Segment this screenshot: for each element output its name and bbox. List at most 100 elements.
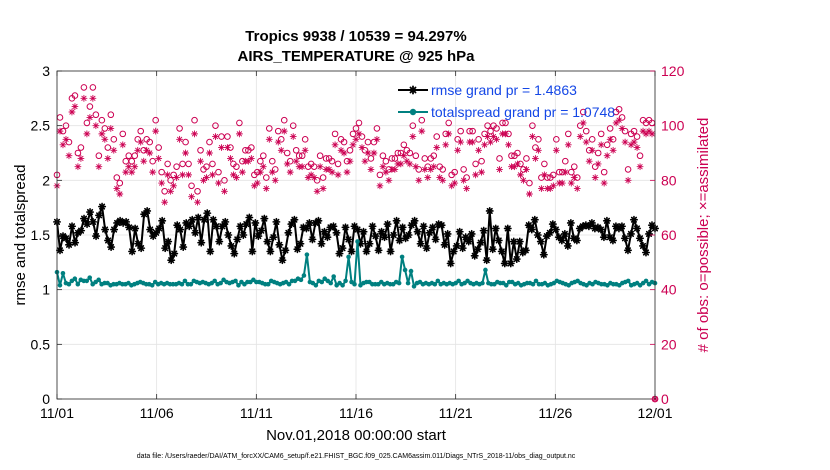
rmse-marker	[200, 215, 209, 224]
rmse-marker	[449, 247, 458, 256]
obs-possible-marker	[606, 125, 614, 132]
obs-possible-marker	[185, 160, 192, 168]
obs-assimilated-marker	[648, 130, 656, 138]
totalspread-marker	[435, 278, 441, 284]
rmse-marker	[197, 238, 206, 247]
rmse-marker	[338, 244, 347, 253]
obs-assimilated-marker	[493, 135, 500, 143]
rmse-marker	[137, 244, 146, 253]
obs-possible-marker	[155, 144, 162, 151]
obs-assimilated-marker	[469, 138, 477, 146]
obs-assimilated-marker	[253, 179, 261, 187]
rmse-marker	[230, 249, 239, 258]
obs-assimilated-marker	[573, 185, 581, 192]
totalspread-marker	[352, 281, 357, 287]
obs-assimilated-marker	[77, 155, 85, 162]
obs-assimilated-marker	[226, 155, 234, 162]
obs-assimilated-marker	[292, 157, 300, 165]
obs-assimilated-marker	[397, 160, 405, 168]
obs-assimilated-marker	[364, 149, 372, 157]
obs-possible-marker	[74, 149, 82, 157]
rmse-marker	[104, 236, 113, 245]
rmse-marker	[422, 244, 431, 253]
rmse-marker	[359, 227, 368, 236]
obs-assimilated-marker	[519, 176, 527, 184]
rmse-marker	[515, 237, 524, 246]
rmse-marker	[236, 222, 245, 231]
rmse-marker	[329, 222, 338, 231]
obs-assimilated-marker	[271, 176, 279, 184]
obs-assimilated-marker	[373, 135, 381, 143]
obs-assimilated-marker	[80, 94, 88, 102]
obs-assimilated-marker	[116, 190, 124, 198]
obs-assimilated-marker	[639, 127, 647, 135]
y-axis-label: rmse and totalspread	[12, 165, 29, 306]
obs-possible-marker	[212, 122, 219, 129]
obs-possible-marker	[248, 144, 255, 151]
y2-tick-label: 0	[661, 391, 669, 407]
totalspread-marker	[66, 281, 72, 287]
rmse-marker	[371, 232, 380, 241]
obs-possible-marker	[188, 182, 195, 190]
totalspread-marker	[343, 278, 348, 284]
y2-tick-label: 100	[661, 118, 685, 134]
rmse-marker	[380, 233, 389, 242]
obs-assimilated-marker	[134, 146, 142, 154]
obs-possible-marker	[496, 155, 503, 162]
obs-possible-marker	[579, 108, 587, 116]
obs-assimilated-marker	[280, 127, 288, 135]
rmse-marker	[527, 225, 536, 234]
y2-tick-label: 120	[661, 63, 685, 79]
obs-assimilated-marker	[206, 149, 213, 157]
obs-assimilated-marker	[400, 152, 408, 160]
totalspread-marker	[625, 278, 631, 284]
rmse-marker	[437, 221, 446, 230]
obs-assimilated-marker	[391, 165, 399, 173]
totalspread-marker	[456, 278, 461, 284]
rmse-marker	[377, 227, 386, 236]
obs-assimilated-marker	[579, 119, 587, 127]
rmse-marker	[464, 237, 473, 246]
rmse-marker	[206, 247, 215, 256]
obs-assimilated-marker	[146, 149, 154, 157]
legend-marker	[409, 108, 417, 116]
rmse-marker	[476, 238, 485, 247]
totalspread-marker	[313, 282, 319, 288]
obs-possible-marker	[594, 149, 602, 157]
rmse-marker	[485, 206, 494, 215]
obs-possible-marker	[391, 155, 399, 162]
obs-possible-marker	[167, 177, 174, 184]
y2-tick-label: 60	[661, 227, 677, 243]
obs-possible-marker	[433, 133, 441, 140]
obs-possible-marker	[62, 122, 70, 129]
rmse-marker	[386, 247, 395, 256]
obs-assimilated-marker	[531, 155, 539, 162]
obs-possible-marker	[469, 127, 476, 135]
rmse-marker	[161, 244, 170, 253]
obs-possible-marker	[457, 127, 464, 135]
rmse-marker	[335, 249, 344, 258]
rmse-marker	[623, 246, 632, 255]
rmse-marker	[302, 224, 311, 233]
totalspread-marker	[340, 282, 345, 288]
obs-possible-marker	[526, 179, 533, 187]
rmse-marker	[89, 217, 98, 226]
obs-possible-marker	[633, 133, 641, 140]
rmse-marker	[170, 249, 179, 258]
obs-possible-marker	[382, 157, 390, 165]
rmse-marker	[308, 235, 317, 244]
rmse-marker	[194, 213, 203, 222]
obs-assimilated-marker	[406, 160, 414, 168]
totalspread-marker	[298, 277, 304, 283]
obs-possible-marker	[128, 157, 136, 165]
obs-possible-marker	[322, 155, 330, 162]
obs-assimilated-marker	[385, 176, 393, 184]
rmse-marker	[245, 213, 254, 222]
obs-assimilated-marker	[376, 182, 384, 190]
obs-assimilated-marker	[382, 168, 390, 176]
rmse-marker	[263, 237, 272, 246]
obs-assimilated-marker	[125, 163, 133, 171]
obs-assimilated-marker	[502, 130, 509, 138]
obs-assimilated-marker	[525, 190, 533, 198]
